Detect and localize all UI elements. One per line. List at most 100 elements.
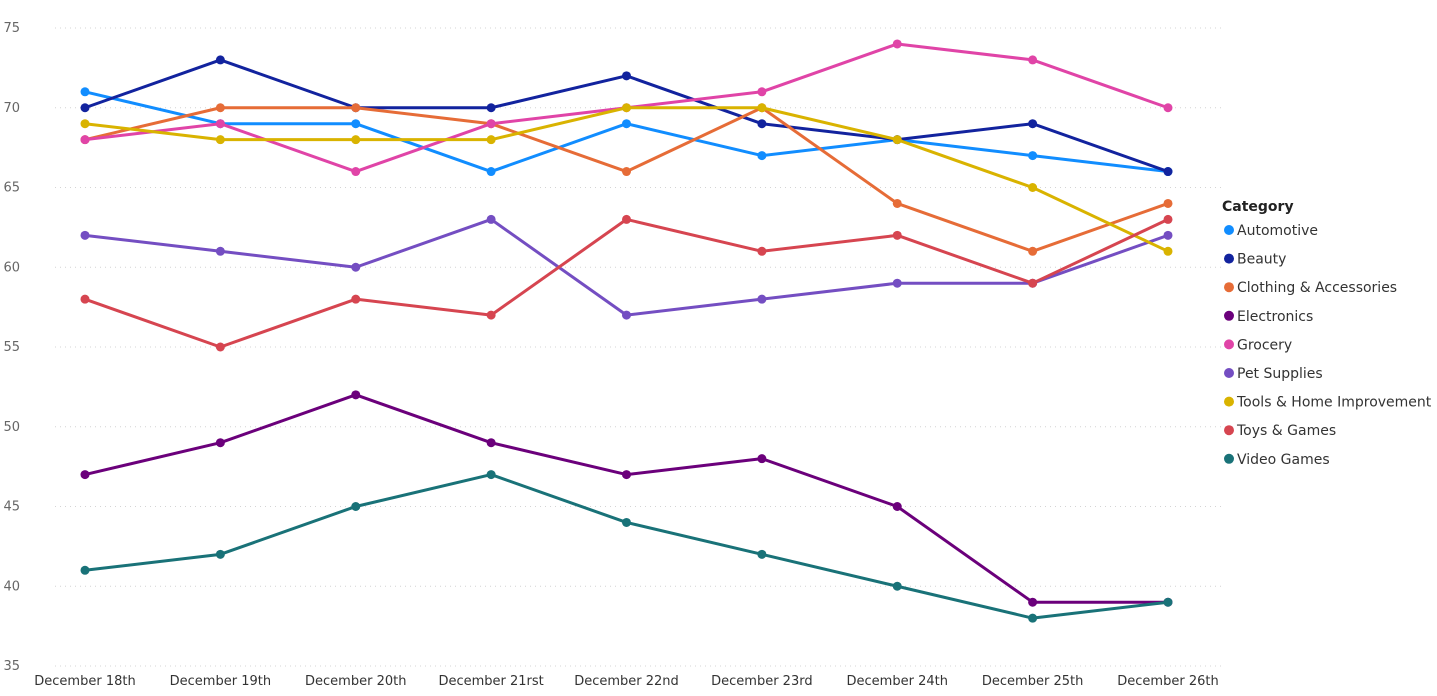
data-point[interactable] — [215, 342, 225, 352]
data-point[interactable] — [892, 230, 902, 240]
data-point[interactable] — [757, 294, 767, 304]
series-toys-and-games[interactable] — [80, 214, 1173, 352]
legend[interactable]: Category Automotive Beauty Clothing & Acce… — [1222, 199, 1432, 468]
legend-item-automotive[interactable]: Automotive — [1224, 223, 1318, 239]
data-point[interactable] — [622, 103, 631, 113]
data-point[interactable] — [892, 135, 902, 145]
data-point[interactable] — [486, 438, 496, 448]
data-point[interactable] — [1028, 55, 1038, 65]
data-point[interactable] — [757, 549, 767, 559]
legend-marker — [1224, 368, 1234, 378]
data-point[interactable] — [1163, 597, 1173, 607]
series-electronics[interactable] — [80, 390, 1173, 607]
legend-item-beauty[interactable]: Beauty — [1224, 252, 1286, 268]
data-point[interactable] — [1028, 119, 1038, 129]
data-point[interactable] — [757, 151, 767, 161]
data-point[interactable] — [622, 517, 631, 527]
data-point[interactable] — [892, 502, 902, 511]
data-point[interactable] — [486, 310, 496, 320]
data-point[interactable] — [892, 581, 902, 591]
y-tick-label: 35 — [3, 659, 20, 674]
data-point[interactable] — [351, 119, 361, 129]
data-point[interactable] — [622, 470, 631, 480]
data-point[interactable] — [1163, 214, 1173, 224]
legend-item-electronics[interactable]: Electronics — [1224, 309, 1313, 325]
data-point[interactable] — [80, 135, 90, 145]
data-point[interactable] — [351, 502, 361, 511]
data-point[interactable] — [622, 310, 631, 320]
data-point[interactable] — [351, 103, 361, 113]
data-point[interactable] — [351, 390, 361, 400]
data-point[interactable] — [1163, 230, 1173, 240]
data-point[interactable] — [215, 549, 225, 559]
data-point[interactable] — [80, 470, 90, 480]
data-point[interactable] — [486, 470, 496, 480]
data-point[interactable] — [892, 198, 902, 208]
legend-item-toys-and-games[interactable]: Toys & Games — [1224, 423, 1336, 439]
data-point[interactable] — [215, 135, 225, 145]
legend-marker — [1224, 396, 1234, 407]
legend-item-clothing-and-accessories[interactable]: Clothing & Accessories — [1224, 280, 1397, 296]
data-point[interactable] — [215, 103, 225, 113]
data-point[interactable] — [622, 167, 631, 177]
data-point[interactable] — [757, 87, 767, 97]
data-point[interactable] — [892, 278, 902, 288]
data-point[interactable] — [215, 119, 225, 129]
data-point[interactable] — [351, 167, 361, 177]
data-point[interactable] — [1028, 597, 1038, 607]
data-point[interactable] — [1028, 246, 1038, 256]
data-point[interactable] — [351, 294, 361, 304]
data-point[interactable] — [1163, 103, 1173, 113]
data-point[interactable] — [757, 103, 767, 113]
series-beauty[interactable] — [80, 55, 1173, 177]
legend-item-tools-and-home-improvement[interactable]: Tools & Home Improvement — [1224, 395, 1432, 411]
legend-item-video-games[interactable]: Video Games — [1224, 452, 1330, 468]
data-point[interactable] — [757, 119, 767, 129]
data-point[interactable] — [486, 167, 496, 177]
data-point[interactable] — [215, 55, 225, 65]
data-point[interactable] — [80, 87, 90, 97]
legend-label: Toys & Games — [1236, 423, 1336, 439]
legend-item-grocery[interactable]: Grocery — [1224, 337, 1292, 353]
series-video-games[interactable] — [80, 470, 1173, 623]
data-point[interactable] — [486, 119, 496, 129]
data-point[interactable] — [351, 135, 361, 145]
data-point[interactable] — [757, 246, 767, 256]
series-tools-and-home-improvement[interactable] — [80, 103, 1173, 256]
data-point[interactable] — [486, 103, 496, 113]
data-point[interactable] — [351, 262, 361, 272]
legend-marker — [1224, 253, 1234, 264]
data-point[interactable] — [486, 135, 496, 145]
series-line[interactable] — [83, 106, 1170, 253]
data-point[interactable] — [486, 214, 496, 224]
legend-label: Pet Supplies — [1237, 366, 1323, 382]
legend-item-pet-supplies[interactable]: Pet Supplies — [1224, 366, 1323, 382]
data-point[interactable] — [757, 454, 767, 464]
legend-marker — [1224, 310, 1234, 321]
data-point[interactable] — [1163, 246, 1173, 256]
legend-marker — [1224, 339, 1234, 350]
data-point[interactable] — [80, 565, 90, 575]
series-line[interactable] — [83, 106, 1170, 253]
data-point[interactable] — [1163, 198, 1173, 208]
data-point[interactable] — [1163, 167, 1173, 177]
data-point[interactable] — [622, 71, 631, 81]
data-point[interactable] — [215, 438, 225, 448]
data-point[interactable] — [215, 246, 225, 256]
data-point[interactable] — [1028, 183, 1038, 192]
data-point[interactable] — [622, 119, 631, 129]
legend-label: Beauty — [1237, 252, 1286, 268]
series-line[interactable] — [83, 473, 1170, 620]
data-point[interactable] — [892, 39, 902, 49]
x-tick-label: December 19th — [170, 674, 271, 689]
series-line[interactable] — [83, 393, 1170, 604]
data-point[interactable] — [1028, 151, 1038, 161]
data-point[interactable] — [622, 214, 631, 224]
data-point[interactable] — [1028, 278, 1038, 288]
data-point[interactable] — [80, 294, 90, 304]
data-point[interactable] — [80, 103, 90, 113]
series-pet-supplies[interactable] — [80, 214, 1173, 320]
data-point[interactable] — [80, 230, 90, 240]
data-point[interactable] — [1028, 613, 1038, 623]
data-point[interactable] — [80, 119, 90, 129]
